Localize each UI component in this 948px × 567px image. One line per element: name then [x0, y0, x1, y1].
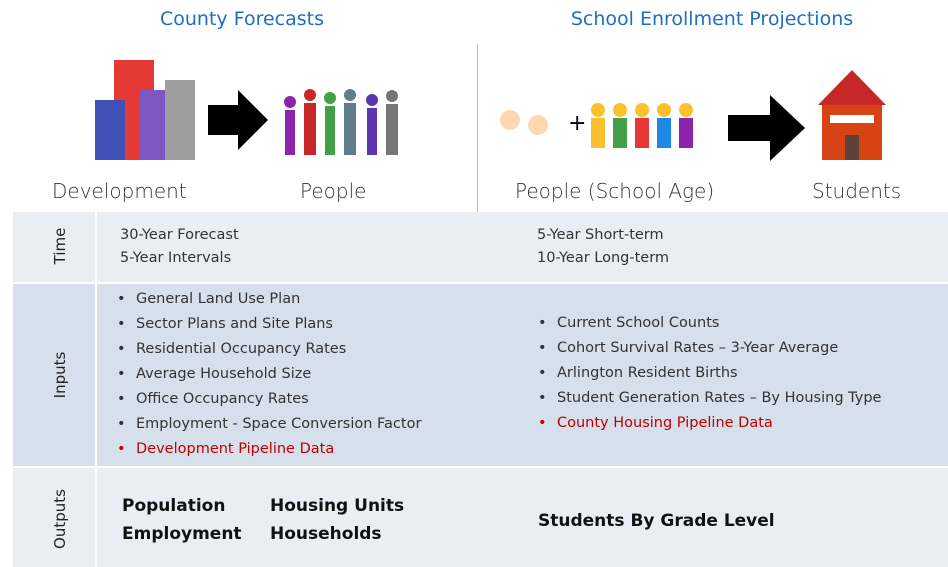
svg-text:+: +: [568, 111, 586, 136]
bullet-item: Sector Plans and Site Plans: [136, 316, 333, 332]
row-label: Time: [51, 228, 69, 265]
cell-text: 5-Year Intervals: [120, 250, 231, 266]
flow-label: Students: [812, 179, 901, 203]
bullet-item: Residential Occupancy Rates: [136, 341, 346, 357]
output-item: Population: [122, 496, 225, 516]
bullet-item: Average Household Size: [136, 366, 311, 382]
output-item: Households: [270, 524, 382, 544]
row-label: Outputs: [51, 489, 69, 549]
flow-label: People (School Age): [515, 179, 714, 203]
bullet-item: General Land Use Plan: [136, 291, 300, 307]
divider: [95, 212, 97, 567]
output-item: Students By Grade Level: [538, 511, 775, 531]
output-item: Employment: [122, 524, 242, 544]
flow-label: Development: [52, 179, 187, 203]
cell-text: 30-Year Forecast: [120, 227, 239, 243]
icons: +: [0, 40, 948, 165]
bullet-item: Student Generation Rates – By Housing Ty…: [557, 390, 881, 406]
bullet-item: Cohort Survival Rates – 3-Year Average: [557, 340, 838, 356]
flow-label: People: [300, 179, 366, 203]
column-title: County Forecasts: [160, 8, 324, 30]
cell-text: 5-Year Short-term: [537, 227, 664, 243]
outputs-row: [13, 468, 948, 567]
bullet-item: Office Occupancy Rates: [136, 391, 309, 407]
column-title: School Enrollment Projections: [571, 8, 853, 30]
cell-text: 10-Year Long-term: [537, 250, 669, 266]
row-label: Inputs: [51, 352, 69, 399]
time-row: [13, 212, 948, 282]
bullet-item-highlight: County Housing Pipeline Data: [557, 415, 773, 431]
slide: County Forecasts School Enrollment Proje…: [0, 0, 948, 567]
bullet-item: Employment - Space Conversion Factor: [136, 416, 421, 432]
bullet-item: Current School Counts: [557, 315, 719, 331]
bullet-item: Arlington Resident Births: [557, 365, 738, 381]
output-item: Housing Units: [270, 496, 404, 516]
bullet-item-highlight: Development Pipeline Data: [136, 441, 334, 457]
